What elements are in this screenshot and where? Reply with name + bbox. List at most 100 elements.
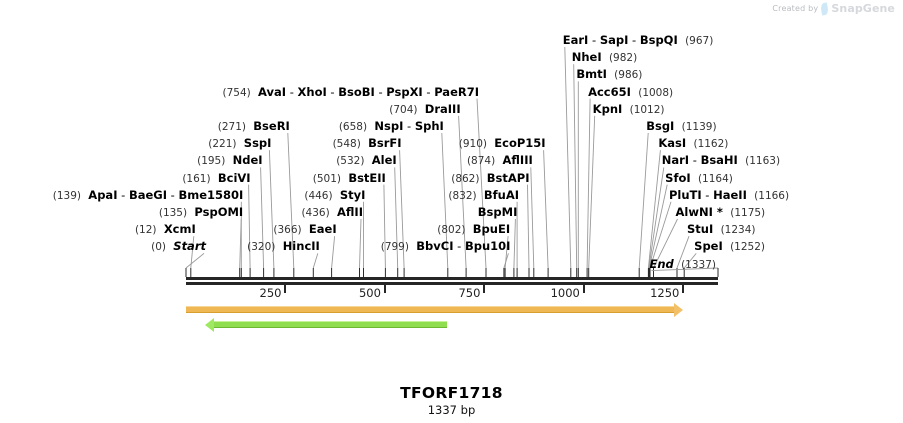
feature-arrow-body <box>213 321 448 328</box>
restriction-site-label[interactable]: (501) BstEII <box>313 172 386 185</box>
restriction-site-label[interactable]: NarI - BsaHI (1163) <box>662 154 780 167</box>
restriction-site-label[interactable]: (874) AflIII <box>467 154 533 167</box>
ruler-tick-label: 1250 <box>650 286 680 300</box>
restriction-site-label[interactable]: (658) NspI - SphI <box>339 120 444 133</box>
leader-line <box>190 236 195 269</box>
restriction-site-label[interactable]: (135) PspOMI <box>159 206 243 219</box>
name-separator: - <box>166 187 179 202</box>
restriction-site-label[interactable]: SpeI (1252) <box>694 240 765 253</box>
leader-line <box>268 150 275 269</box>
name-separator: - <box>374 84 387 99</box>
restriction-site-label[interactable]: BsgI (1139) <box>646 120 716 133</box>
leader-line <box>530 167 535 269</box>
leader-line <box>399 150 405 269</box>
enzyme-name: ApaI <box>88 187 118 202</box>
name-separator: - <box>117 187 129 202</box>
restriction-site-label[interactable]: (320) HincII <box>247 240 320 253</box>
leader-line <box>458 115 467 269</box>
ruler-tick <box>582 285 585 293</box>
restriction-site-label[interactable]: KasI (1162) <box>658 137 728 150</box>
restriction-site-label[interactable]: (532) AleI <box>336 154 396 167</box>
enzyme-name: SspI <box>243 136 272 151</box>
restriction-site-label[interactable]: (910) EcoP15I <box>459 137 546 150</box>
restriction-site-label[interactable]: NheI (982) <box>572 51 637 64</box>
site-position: (436) <box>301 207 330 219</box>
enzyme-name: BspMI <box>477 205 518 219</box>
enzyme-name: AflII <box>337 205 363 219</box>
restriction-site-label[interactable]: (802) BpuEI <box>437 223 510 236</box>
feature-arrow-head <box>674 302 684 317</box>
leader-line <box>638 132 649 269</box>
restriction-site-label[interactable]: (221) SspI <box>208 137 271 150</box>
leader-line <box>359 218 362 269</box>
restriction-site-label[interactable]: (0) Start <box>151 240 206 253</box>
site-position: (967) <box>685 35 714 47</box>
restriction-site-label[interactable]: (862) BstAPI <box>451 172 529 185</box>
site-position: (986) <box>614 69 643 82</box>
restriction-site-label[interactable]: (195) NdeI <box>197 154 262 167</box>
restriction-site-label[interactable]: PluTI - HaeII (1166) <box>669 189 789 202</box>
enzyme-name: KasI <box>658 136 687 151</box>
enzyme-name: BbvCI <box>416 239 454 254</box>
site-position: (874) <box>466 155 496 168</box>
enzyme-name: SfoI <box>665 170 691 185</box>
leader-line <box>504 236 509 269</box>
leader-line <box>653 218 678 269</box>
restriction-site-label[interactable]: (271) BseRI <box>218 120 290 133</box>
restriction-site-label[interactable]: SfoI (1164) <box>665 172 733 185</box>
enzyme-name: StuI <box>687 222 714 237</box>
enzyme-name: BseRI <box>253 119 290 133</box>
site-position: (1166) <box>754 189 790 202</box>
restriction-site-label[interactable]: (704) DraIII <box>389 103 460 116</box>
restriction-site-label[interactable]: (161) BciVI <box>182 172 250 185</box>
enzyme-name: HincII <box>282 239 320 254</box>
restriction-site-label[interactable]: BspMI <box>478 206 518 218</box>
site-position: (704) <box>389 103 418 116</box>
name-separator: - <box>453 239 465 254</box>
restriction-site-label[interactable]: StuI (1234) <box>687 223 755 236</box>
site-position: (1162) <box>693 138 729 151</box>
leader-line <box>649 201 672 269</box>
restriction-site-label[interactable]: BmtI (986) <box>576 68 642 81</box>
restriction-site-label[interactable]: Acc65I (1008) <box>588 86 673 99</box>
site-position: (320) <box>247 241 276 254</box>
page-title: TFORF1718 <box>400 384 503 402</box>
leader-line <box>312 253 319 269</box>
enzyme-name: NheI <box>571 50 602 65</box>
leader-line <box>651 267 719 272</box>
restriction-site-label[interactable]: (366) EaeI <box>273 223 336 236</box>
restriction-site-label[interactable]: (832) BfuAI <box>448 189 519 202</box>
enzyme-name: PspXI <box>386 84 423 99</box>
site-position: (910) <box>458 138 487 151</box>
ruler-tick <box>483 285 486 293</box>
restriction-site-label[interactable]: (446) StyI <box>304 189 365 202</box>
enzyme-name: BsgI <box>646 119 675 133</box>
enzyme-name: EaeI <box>308 222 337 237</box>
enzyme-name: SapI <box>599 33 629 47</box>
leader-line <box>441 132 449 269</box>
leader-line <box>383 184 386 269</box>
enzyme-name: PaeR7I <box>434 84 480 99</box>
restriction-site-label[interactable]: AlwNI * (1175) <box>676 206 766 219</box>
restriction-site-label[interactable]: (436) AflII <box>301 206 363 219</box>
restriction-site-label[interactable]: (548) BsrFI <box>333 137 402 150</box>
enzyme-name: EcoP15I <box>494 136 546 151</box>
restriction-site-label[interactable]: End (1337) <box>649 258 716 271</box>
restriction-site-label[interactable]: (139) ApaI - BaeGI - Bme1580I <box>53 189 244 202</box>
leader-line <box>185 253 205 269</box>
site-position: (446) <box>304 189 333 202</box>
restriction-site-label[interactable]: EarI - SapI - BspQI (967) <box>563 34 714 47</box>
site-position: (548) <box>332 138 361 151</box>
restriction-site-label[interactable]: (12) XcmI <box>135 223 196 236</box>
site-position: (832) <box>448 189 477 202</box>
restriction-site-label[interactable]: KpnI (1012) <box>593 103 665 116</box>
enzyme-name: BaeGI <box>128 187 167 202</box>
name-separator: - <box>422 84 435 99</box>
name-separator: - <box>326 84 339 99</box>
ruler-tick <box>383 285 386 293</box>
enzyme-name: BspQI <box>639 33 678 47</box>
site-position: (1252) <box>730 241 765 254</box>
restriction-site-label[interactable]: (754) AvaI - XhoI - BsoBI - PspXI - PaeR… <box>222 86 479 99</box>
restriction-site-label[interactable]: (799) BbvCI - Bpu10I <box>381 240 511 253</box>
site-position: (12) <box>134 224 157 237</box>
